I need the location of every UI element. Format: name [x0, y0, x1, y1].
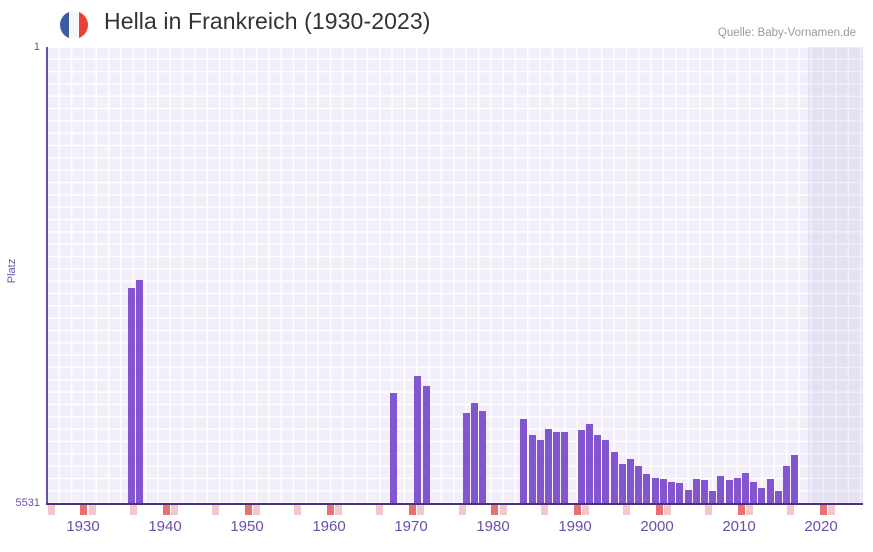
x-tick-minor [170, 505, 178, 515]
bar-2019[interactable] [783, 466, 790, 504]
x-tick-minor [129, 505, 137, 515]
x-tick-minor [540, 505, 548, 515]
x-tick-minor [47, 505, 55, 515]
x-tick-minor [376, 505, 384, 515]
bar-1999[interactable] [619, 464, 626, 504]
bar-1974[interactable] [423, 386, 430, 504]
bar-1982[interactable] [479, 411, 486, 504]
bar-1998[interactable] [611, 452, 618, 504]
bar-2015[interactable] [750, 482, 757, 504]
bar-2008[interactable] [693, 479, 700, 504]
flag-stripe-red [78, 11, 88, 39]
flag-stripe-blue [60, 11, 70, 39]
x-tick-minor [622, 505, 630, 515]
bar-1988[interactable] [529, 435, 536, 504]
x-tick-minor [499, 505, 507, 515]
bar-2011[interactable] [717, 476, 724, 504]
x-tick-major [655, 505, 663, 515]
x-tick-major [573, 505, 581, 515]
x-tick-major [326, 505, 334, 515]
bar-2006[interactable] [676, 483, 683, 504]
bar-1987[interactable] [520, 419, 527, 504]
chart-title: Hella in Frankreich (1930-2023) [104, 8, 431, 34]
bar-1980[interactable] [463, 413, 470, 504]
x-tick-minor [787, 505, 795, 515]
x-tick-major [80, 505, 88, 515]
y-axis-title: Platz [6, 258, 18, 284]
x-tick-major [409, 505, 417, 515]
bar-1970[interactable] [390, 393, 397, 504]
bar-2018[interactable] [775, 491, 782, 504]
x-tick-major [162, 505, 170, 515]
bar-2014[interactable] [742, 473, 749, 504]
x-axis-label-1980: 1980 [476, 518, 510, 535]
plot-area [47, 47, 863, 504]
bar-2002[interactable] [643, 474, 650, 504]
bar-2016[interactable] [758, 488, 765, 504]
bar-2004[interactable] [660, 479, 667, 504]
x-tick-major [491, 505, 499, 515]
x-axis-label-1970: 1970 [394, 518, 428, 535]
x-tick-minor [581, 505, 589, 515]
x-tick-major [737, 505, 745, 515]
bar-1989[interactable] [537, 440, 544, 504]
bar-1996[interactable] [594, 435, 601, 504]
x-axis-labels: 1930 1940 1950 1960 1970 1980 1990 2000 2010 2020 [0, 518, 873, 542]
x-axis-label-1930: 1930 [66, 518, 100, 535]
bar-2001[interactable] [635, 466, 642, 504]
x-tick-minor [253, 505, 260, 515]
bar-1938[interactable] [136, 280, 143, 504]
x-axis-label-1990: 1990 [558, 518, 592, 535]
x-tick-minor [417, 505, 425, 515]
bar-2007[interactable] [685, 490, 692, 504]
x-axis-label-1960: 1960 [312, 518, 346, 535]
bar-1994[interactable] [578, 430, 585, 504]
bar-2012[interactable] [726, 480, 733, 504]
y-axis-top-label: 1 [33, 41, 40, 53]
x-axis-label-1940: 1940 [148, 518, 182, 535]
x-tick-minor [705, 505, 713, 515]
bar-1991[interactable] [553, 432, 560, 504]
x-axis-label-2000: 2000 [640, 518, 674, 535]
bar-2003[interactable] [652, 478, 659, 504]
bar-2000[interactable] [627, 459, 634, 504]
bar-2020[interactable] [791, 455, 798, 504]
y-axis-line [46, 47, 48, 504]
bars-layer [47, 47, 863, 504]
bar-1990[interactable] [545, 429, 552, 504]
x-tick-minor [664, 505, 671, 515]
chart-header: Hella in Frankreich (1930-2023) Quelle: … [0, 0, 873, 46]
bar-1937[interactable] [128, 288, 135, 504]
bar-1981[interactable] [471, 403, 478, 504]
x-tick-minor [746, 505, 754, 515]
bar-2017[interactable] [767, 479, 774, 504]
bar-2005[interactable] [668, 482, 675, 504]
source-attribution: Quelle: Baby-Vornamen.de [717, 27, 856, 39]
bar-2009[interactable] [701, 480, 708, 504]
x-tick-minor [294, 505, 302, 515]
x-tick-minor [828, 505, 836, 515]
x-axis-label-2010: 2010 [722, 518, 756, 535]
flag-stripe-white [69, 11, 79, 39]
x-tick-minor [211, 505, 219, 515]
bar-2010[interactable] [709, 491, 716, 504]
france-flag-icon [60, 11, 88, 39]
x-tick-minor [88, 505, 96, 515]
x-tick-minor [335, 505, 343, 515]
x-axis-label-2020: 2020 [804, 518, 838, 535]
x-axis-line [46, 503, 863, 505]
bar-2013[interactable] [734, 478, 741, 504]
bar-1973[interactable] [414, 376, 421, 504]
bar-1992[interactable] [561, 432, 568, 504]
x-axis-ticks [47, 505, 863, 515]
x-axis-label-1950: 1950 [230, 518, 264, 535]
bar-1997[interactable] [602, 440, 609, 504]
x-tick-major [244, 505, 252, 515]
x-tick-minor [458, 505, 466, 515]
y-axis-bottom-label: 5531 [15, 497, 40, 509]
bar-1995[interactable] [586, 424, 593, 504]
x-tick-major [820, 505, 828, 515]
